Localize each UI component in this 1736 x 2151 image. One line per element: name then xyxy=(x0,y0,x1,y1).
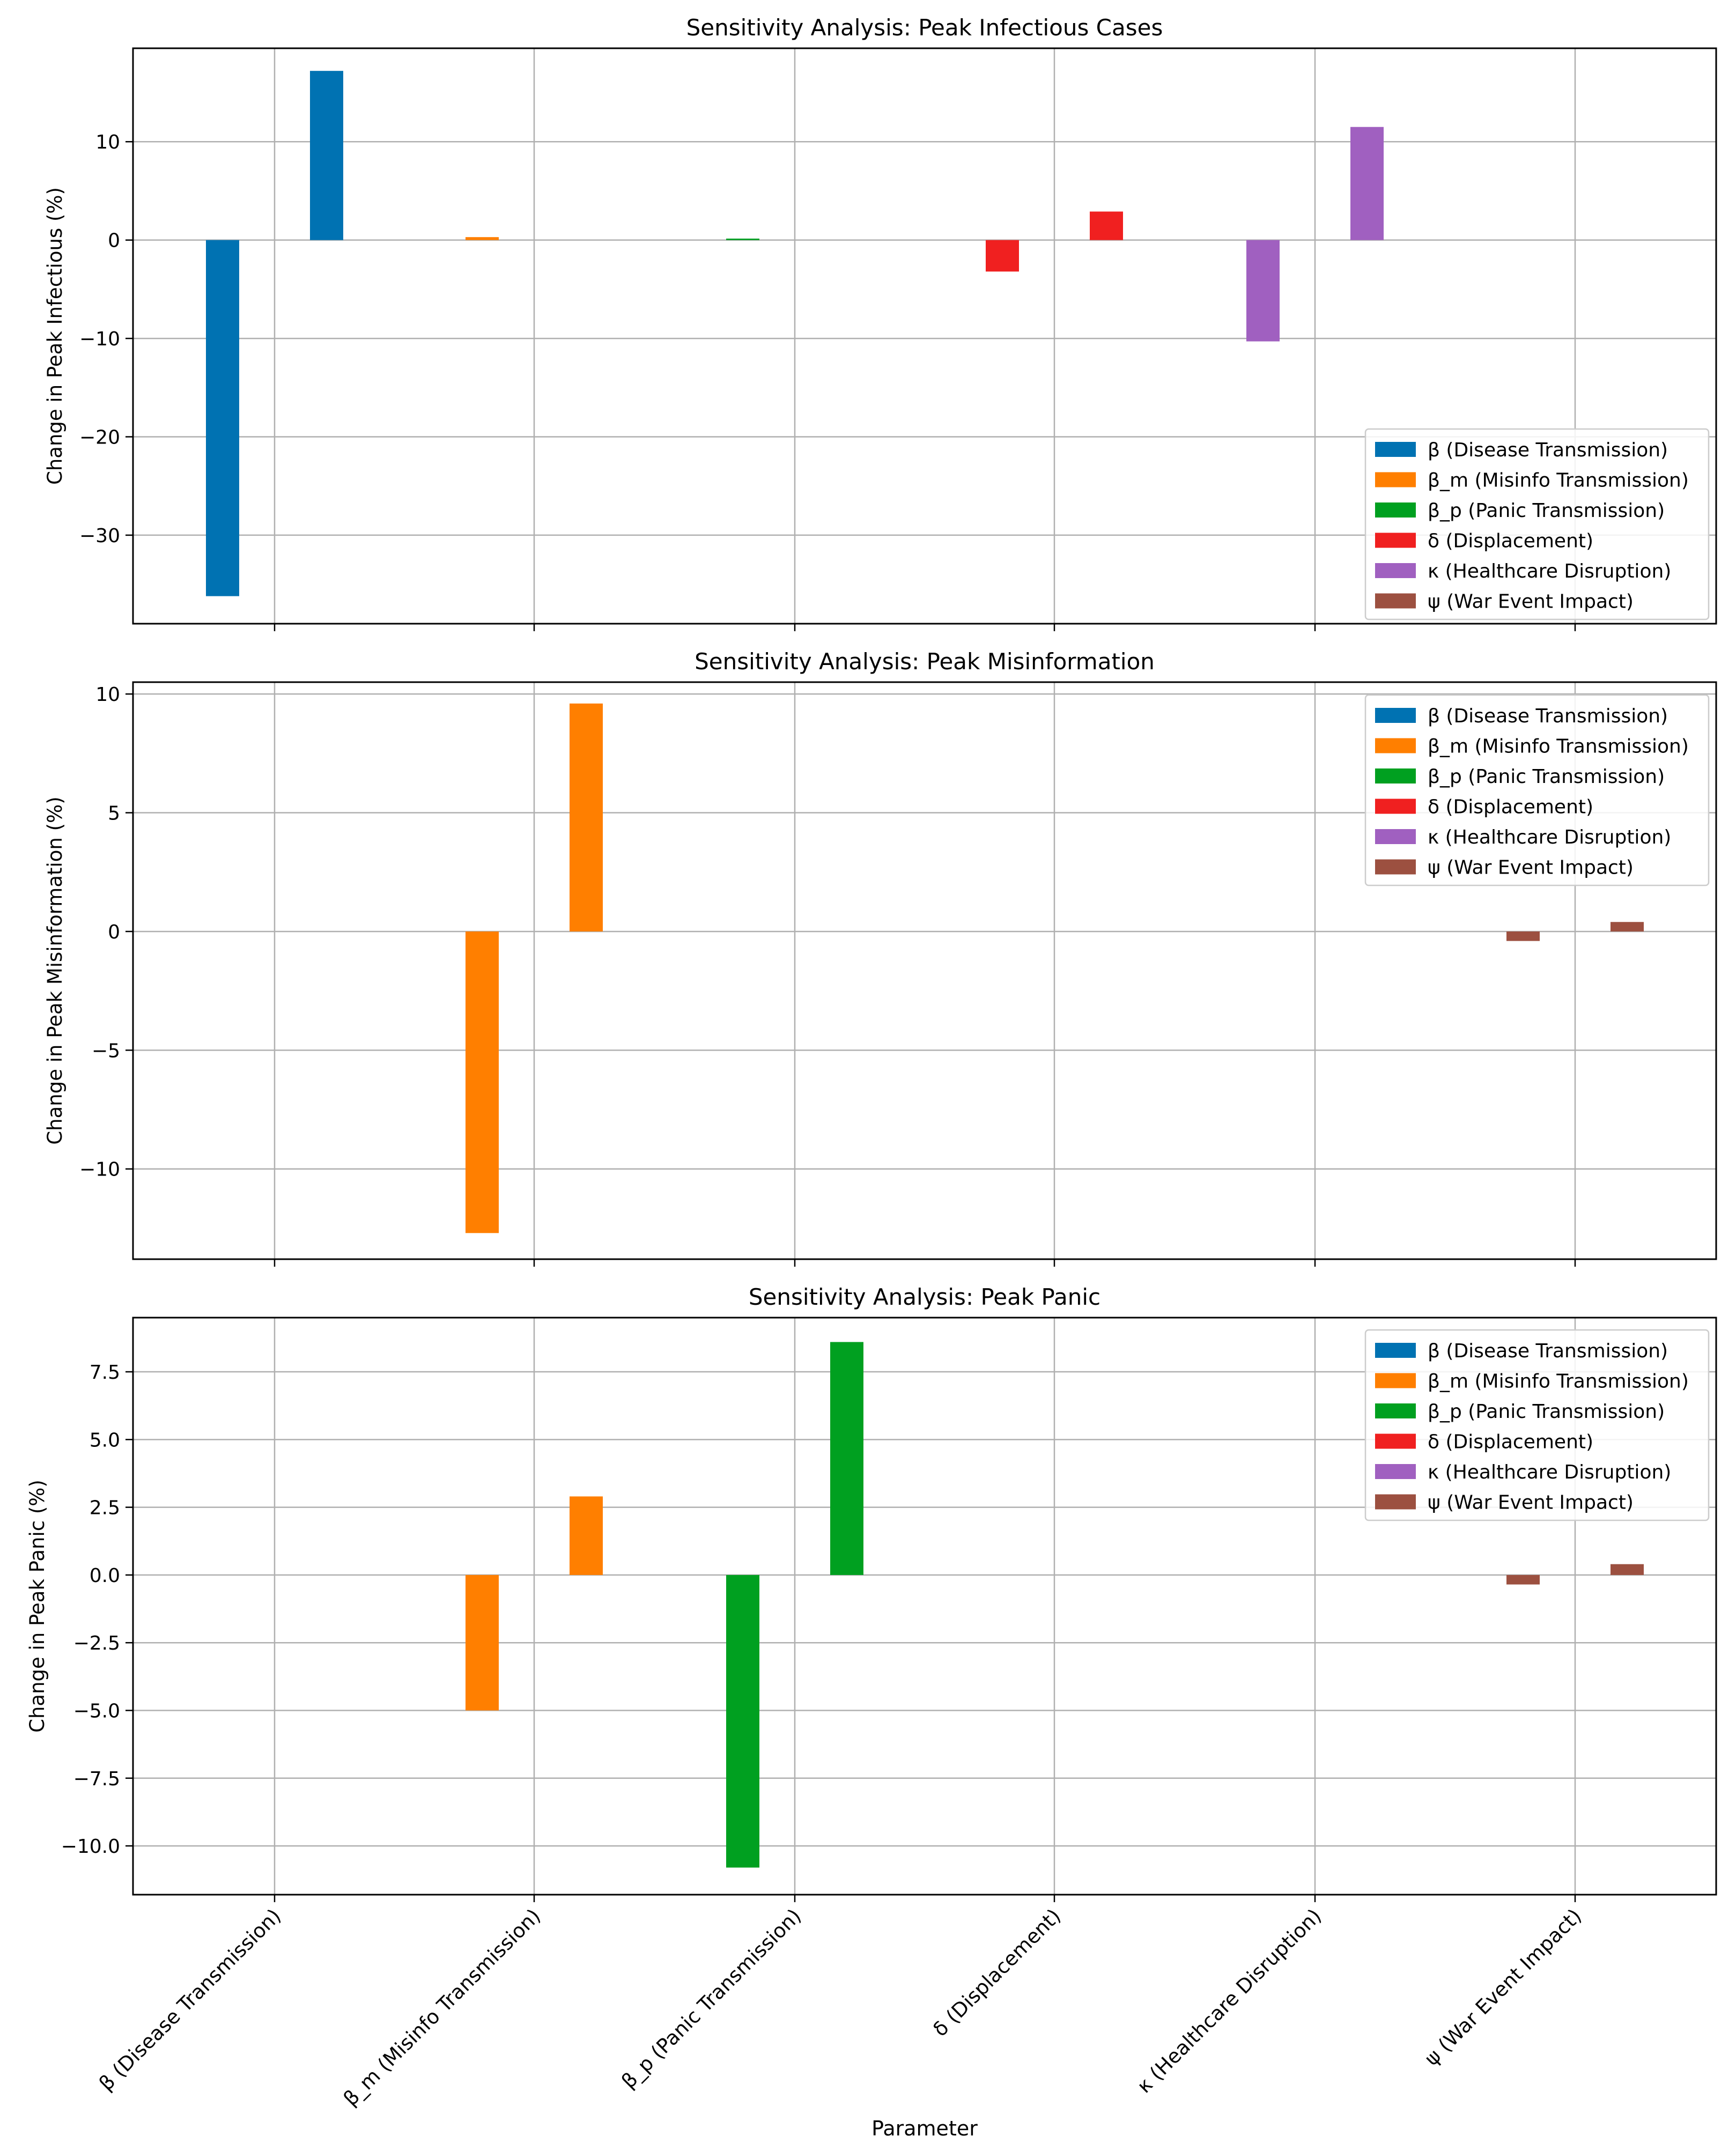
x-tick-label: β_m (Misinfo Transmission) xyxy=(339,1904,545,2110)
legend-entry: κ (Healthcare Disruption) xyxy=(1428,560,1671,582)
x-tick-label: β_p (Panic Transmission) xyxy=(617,1904,806,2093)
y-tick-label: 0 xyxy=(108,921,120,943)
legend-entry: ψ (War Event Impact) xyxy=(1428,591,1634,613)
x-axis-label: Parameter xyxy=(871,2117,978,2140)
bar xyxy=(466,1575,499,1711)
y-tick-label: −5.0 xyxy=(73,1700,120,1722)
panel-title: Sensitivity Analysis: Peak Panic xyxy=(749,1284,1100,1310)
axes-frame xyxy=(132,47,1717,625)
panel-title: Sensitivity Analysis: Peak Infectious Ca… xyxy=(686,14,1163,41)
legend-entry: β (Disease Transmission) xyxy=(1428,705,1668,727)
legend-entry: β (Disease Transmission) xyxy=(1428,1340,1668,1362)
legend-entry: β_m (Misinfo Transmission) xyxy=(1428,470,1689,492)
bar xyxy=(466,237,499,240)
legend-swatch xyxy=(1375,1464,1416,1479)
x-tick-label: κ (Healthcare Disruption) xyxy=(1133,1904,1326,2098)
legend-swatch xyxy=(1375,563,1416,578)
legend: β (Disease Transmission) β_m (Misinfo Tra… xyxy=(1364,694,1710,886)
bar xyxy=(1246,240,1280,342)
legend-swatch xyxy=(1375,472,1416,487)
x-tick-label: ψ (War Event Impact) xyxy=(1420,1904,1586,2070)
legend-box xyxy=(1364,428,1710,620)
legend-box xyxy=(1364,694,1710,886)
legend-swatch xyxy=(1375,1494,1416,1510)
legend-entry: δ (Displacement) xyxy=(1428,1431,1593,1453)
legend-entry: β_m (Misinfo Transmission) xyxy=(1428,736,1689,758)
bar xyxy=(726,1575,759,1868)
legend-swatch xyxy=(1375,799,1416,814)
y-tick-label: −20 xyxy=(79,427,120,449)
bar xyxy=(1350,127,1384,240)
legend-swatch xyxy=(1375,1403,1416,1418)
y-tick-label: 2.5 xyxy=(90,1497,120,1519)
legend-swatch xyxy=(1375,533,1416,548)
axes-frame xyxy=(132,681,1717,1260)
legend-entry: δ (Displacement) xyxy=(1428,796,1593,818)
y-tick-label: 0 xyxy=(108,230,120,252)
y-tick-label: 10 xyxy=(95,131,120,153)
bar xyxy=(1611,922,1644,932)
bar xyxy=(1506,1575,1540,1585)
y-tick-label: 7.5 xyxy=(90,1362,120,1384)
legend-entry: β_m (Misinfo Transmission) xyxy=(1428,1371,1689,1393)
legend-swatch xyxy=(1375,1373,1416,1388)
legend: β (Disease Transmission) β_m (Misinfo Tra… xyxy=(1364,428,1710,620)
legend-swatch xyxy=(1375,502,1416,518)
legend-entry: β_p (Panic Transmission) xyxy=(1428,1401,1665,1423)
y-axis-label: Change in Peak Panic (%) xyxy=(26,1480,49,1733)
y-tick-label: 0.0 xyxy=(90,1565,120,1587)
legend-entry: κ (Healthcare Disruption) xyxy=(1428,1461,1671,1483)
legend-swatch xyxy=(1375,829,1416,844)
y-axis-label: Change in Peak Misinformation (%) xyxy=(43,796,67,1144)
bar xyxy=(570,703,603,932)
legend-entry: ψ (War Event Impact) xyxy=(1428,857,1634,879)
y-tick-label: −10.0 xyxy=(61,1836,120,1858)
legend-entry: δ (Displacement) xyxy=(1428,530,1593,552)
legend-swatch xyxy=(1375,859,1416,875)
bar xyxy=(1090,211,1123,240)
y-tick-label: −5 xyxy=(92,1040,120,1062)
legend-box xyxy=(1364,1329,1710,1521)
legend-swatch xyxy=(1375,708,1416,723)
bar xyxy=(466,931,499,1233)
legend: β (Disease Transmission) β_m (Misinfo Tra… xyxy=(1364,1329,1710,1521)
panel-title: Sensitivity Analysis: Peak Misinformatio… xyxy=(695,648,1155,675)
panel-1: Sensitivity Analysis: Peak Infectious Ca… xyxy=(43,14,1717,631)
bar xyxy=(1611,1564,1644,1575)
legend-entry: β_p (Panic Transmission) xyxy=(1428,766,1665,788)
legend-swatch xyxy=(1375,738,1416,753)
x-tick-label: β (Disease Transmission) xyxy=(94,1904,285,2095)
legend-entry: β_p (Panic Transmission) xyxy=(1428,500,1665,522)
bar xyxy=(310,71,343,240)
y-tick-label: −10 xyxy=(79,1159,120,1181)
panel-2: Sensitivity Analysis: Peak Misinformatio… xyxy=(43,648,1717,1267)
axes-frame xyxy=(132,1317,1717,1896)
bar xyxy=(830,1342,863,1575)
legend-entry: β (Disease Transmission) xyxy=(1428,439,1668,461)
y-tick-label: −10 xyxy=(79,328,120,350)
y-axis-label: Change in Peak Infectious (%) xyxy=(43,187,67,485)
legend-swatch xyxy=(1375,442,1416,457)
x-tick-label: δ (Displacement) xyxy=(928,1904,1065,2041)
bar xyxy=(1506,931,1540,941)
legend-swatch xyxy=(1375,593,1416,609)
y-tick-label: 5 xyxy=(108,803,120,825)
bar xyxy=(206,240,239,596)
legend-swatch xyxy=(1375,768,1416,783)
legend-swatch xyxy=(1375,1433,1416,1449)
y-tick-label: −2.5 xyxy=(73,1632,120,1654)
y-tick-label: −7.5 xyxy=(73,1768,120,1790)
y-tick-label: −30 xyxy=(79,525,120,547)
legend-entry: κ (Healthcare Disruption) xyxy=(1428,826,1671,848)
bar xyxy=(570,1496,603,1575)
bar xyxy=(986,240,1019,272)
bar xyxy=(726,238,759,240)
legend-entry: ψ (War Event Impact) xyxy=(1428,1492,1634,1514)
y-tick-label: 10 xyxy=(95,684,120,706)
y-tick-label: 5.0 xyxy=(90,1429,120,1451)
panel-3: Sensitivity Analysis: Peak Panic 7.5 5.0 2.… xyxy=(26,1284,1717,1902)
legend-swatch xyxy=(1375,1343,1416,1358)
